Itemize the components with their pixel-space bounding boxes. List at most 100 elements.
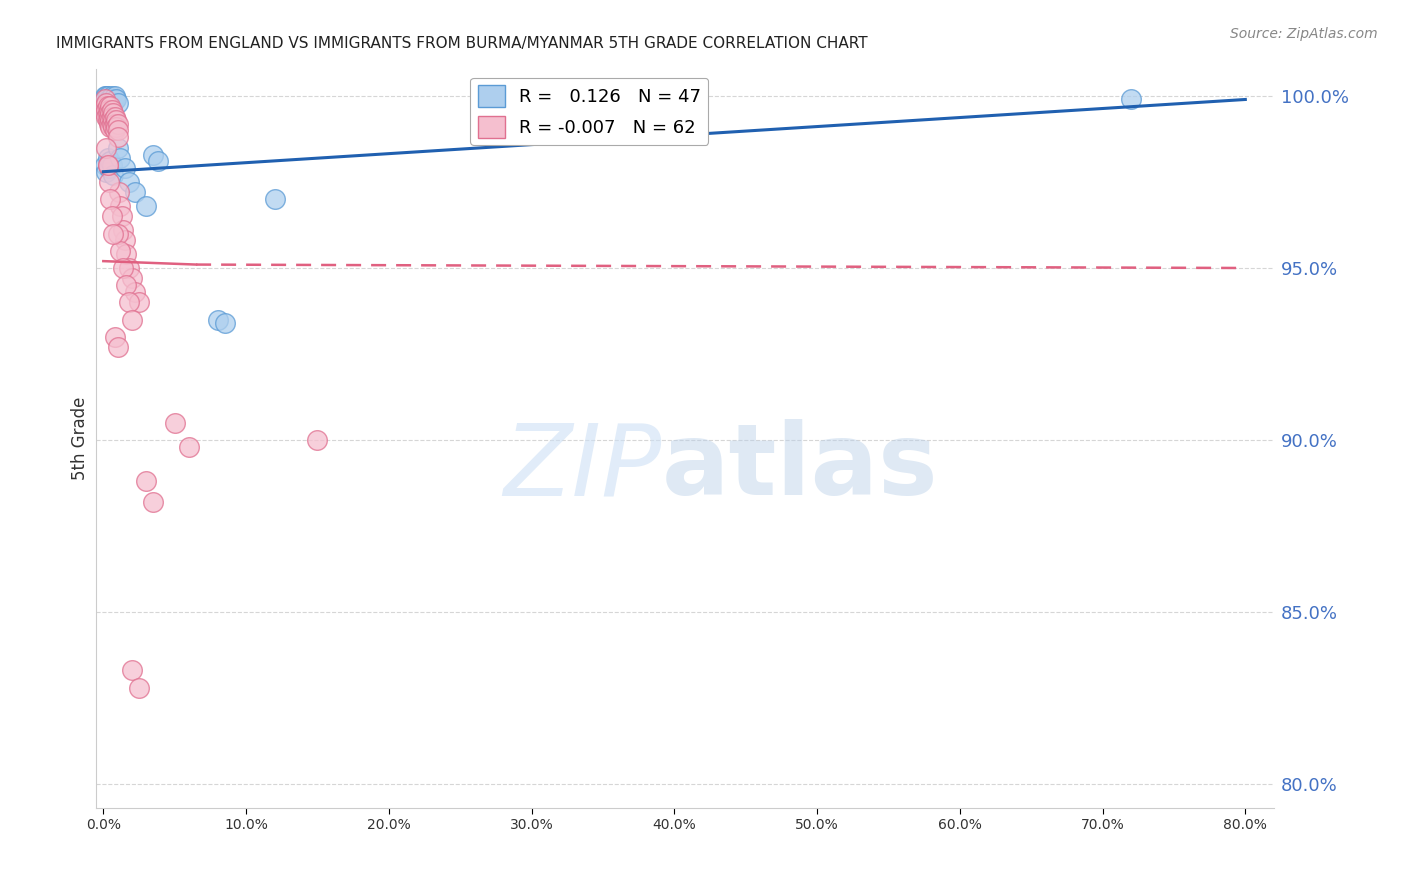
Point xyxy=(103,113,125,128)
Point xyxy=(97,89,120,103)
Text: atlas: atlas xyxy=(661,419,938,516)
Text: Source: ZipAtlas.com: Source: ZipAtlas.com xyxy=(1230,27,1378,41)
Point xyxy=(114,234,136,248)
Point xyxy=(103,93,125,107)
Point xyxy=(97,95,120,110)
Point xyxy=(107,123,129,137)
Point xyxy=(135,475,157,489)
Point xyxy=(96,95,118,110)
Point xyxy=(98,110,121,124)
Point xyxy=(96,110,118,124)
Point xyxy=(105,120,128,134)
Point xyxy=(103,168,125,182)
Point xyxy=(94,99,117,113)
Point xyxy=(104,110,127,124)
Point xyxy=(107,95,129,110)
Point xyxy=(100,93,122,107)
Point xyxy=(104,330,127,344)
Point xyxy=(107,340,129,354)
Point xyxy=(97,106,120,120)
Point xyxy=(96,140,118,154)
Point xyxy=(110,151,132,165)
Point xyxy=(135,199,157,213)
Point xyxy=(100,113,122,128)
Point xyxy=(98,95,121,110)
Point xyxy=(98,161,121,176)
Point xyxy=(97,99,120,113)
Point xyxy=(103,113,125,128)
Point xyxy=(104,89,127,103)
Point xyxy=(97,158,120,172)
Point xyxy=(98,175,121,189)
Point xyxy=(94,158,117,172)
Point xyxy=(207,312,229,326)
Text: IMMIGRANTS FROM ENGLAND VS IMMIGRANTS FROM BURMA/MYANMAR 5TH GRADE CORRELATION C: IMMIGRANTS FROM ENGLAND VS IMMIGRANTS FR… xyxy=(56,36,868,51)
Point xyxy=(128,295,150,310)
Point xyxy=(103,95,125,110)
Point xyxy=(214,316,236,330)
Point xyxy=(100,154,122,169)
Point xyxy=(121,312,143,326)
Point xyxy=(94,93,117,107)
Point xyxy=(94,106,117,120)
Point xyxy=(97,113,120,128)
Point xyxy=(96,89,118,103)
Point xyxy=(115,247,138,261)
Point xyxy=(118,260,141,275)
Point xyxy=(100,110,122,124)
Point xyxy=(100,192,122,206)
Point xyxy=(101,110,124,124)
Point xyxy=(101,106,124,120)
Point xyxy=(307,433,329,447)
Point xyxy=(110,244,132,258)
Point xyxy=(101,158,124,172)
Point xyxy=(101,117,124,131)
Point xyxy=(112,260,135,275)
Point xyxy=(104,93,127,107)
Point xyxy=(96,103,118,117)
Point xyxy=(142,147,165,161)
Point xyxy=(121,664,143,678)
Point xyxy=(101,210,124,224)
Point xyxy=(108,186,131,200)
Point xyxy=(118,175,141,189)
Point xyxy=(110,199,132,213)
Point xyxy=(100,99,122,113)
Point xyxy=(107,130,129,145)
Point xyxy=(104,123,127,137)
Point xyxy=(100,95,122,110)
Point xyxy=(94,89,117,103)
Point xyxy=(146,154,169,169)
Point xyxy=(98,103,121,117)
Point xyxy=(107,117,129,131)
Point xyxy=(111,210,134,224)
Point xyxy=(104,117,127,131)
Point xyxy=(100,106,122,120)
Point xyxy=(96,106,118,120)
Point xyxy=(112,223,135,237)
Point xyxy=(97,151,120,165)
Point xyxy=(124,285,146,299)
Point xyxy=(100,120,122,134)
Point xyxy=(163,416,186,430)
Point xyxy=(115,278,138,293)
Point xyxy=(96,95,118,110)
Point xyxy=(114,161,136,176)
Point xyxy=(263,192,285,206)
Point xyxy=(101,103,124,117)
Point xyxy=(97,158,120,172)
Point xyxy=(101,93,124,107)
Y-axis label: 5th Grade: 5th Grade xyxy=(72,397,89,480)
Point xyxy=(98,117,121,131)
Point xyxy=(118,295,141,310)
Point xyxy=(101,89,124,103)
Legend: R =   0.126   N = 47, R = -0.007   N = 62: R = 0.126 N = 47, R = -0.007 N = 62 xyxy=(470,78,709,145)
Point xyxy=(97,93,120,107)
Point xyxy=(97,99,120,113)
Point xyxy=(96,164,118,178)
Point xyxy=(103,106,125,120)
Point xyxy=(177,440,200,454)
Text: ZIP: ZIP xyxy=(503,419,661,516)
Point xyxy=(98,103,121,117)
Point xyxy=(107,140,129,154)
